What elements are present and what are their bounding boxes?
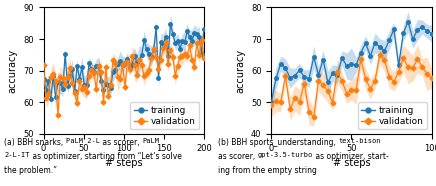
X-axis label: # steps: # steps — [105, 158, 143, 168]
X-axis label: # steps: # steps — [333, 158, 370, 168]
Legend: training, validation: training, validation — [130, 102, 199, 129]
Text: as scorer,: as scorer, — [100, 138, 142, 147]
Text: as optimizer, starting from “Let’s solve: as optimizer, starting from “Let’s solve — [30, 152, 182, 161]
Text: gpt-3.5-turbo: gpt-3.5-turbo — [258, 152, 313, 158]
Text: as optimizer, start-: as optimizer, start- — [313, 152, 388, 161]
Text: (a) BBH snarks,: (a) BBH snarks, — [4, 138, 66, 147]
Text: the problem.”: the problem.” — [4, 166, 58, 174]
Y-axis label: accuracy: accuracy — [8, 49, 18, 93]
Text: PaLM 2-L: PaLM 2-L — [66, 138, 100, 144]
Text: (b) BBH sports_understanding,: (b) BBH sports_understanding, — [218, 138, 338, 147]
Legend: training, validation: training, validation — [358, 102, 427, 129]
Text: as scorer,: as scorer, — [218, 152, 258, 161]
Text: 2-L-IT: 2-L-IT — [4, 152, 30, 158]
Text: text-bison: text-bison — [338, 138, 381, 144]
Text: PaLM: PaLM — [142, 138, 159, 144]
Y-axis label: accuracy: accuracy — [235, 49, 245, 93]
Text: ing from the empty string: ing from the empty string — [218, 166, 317, 174]
